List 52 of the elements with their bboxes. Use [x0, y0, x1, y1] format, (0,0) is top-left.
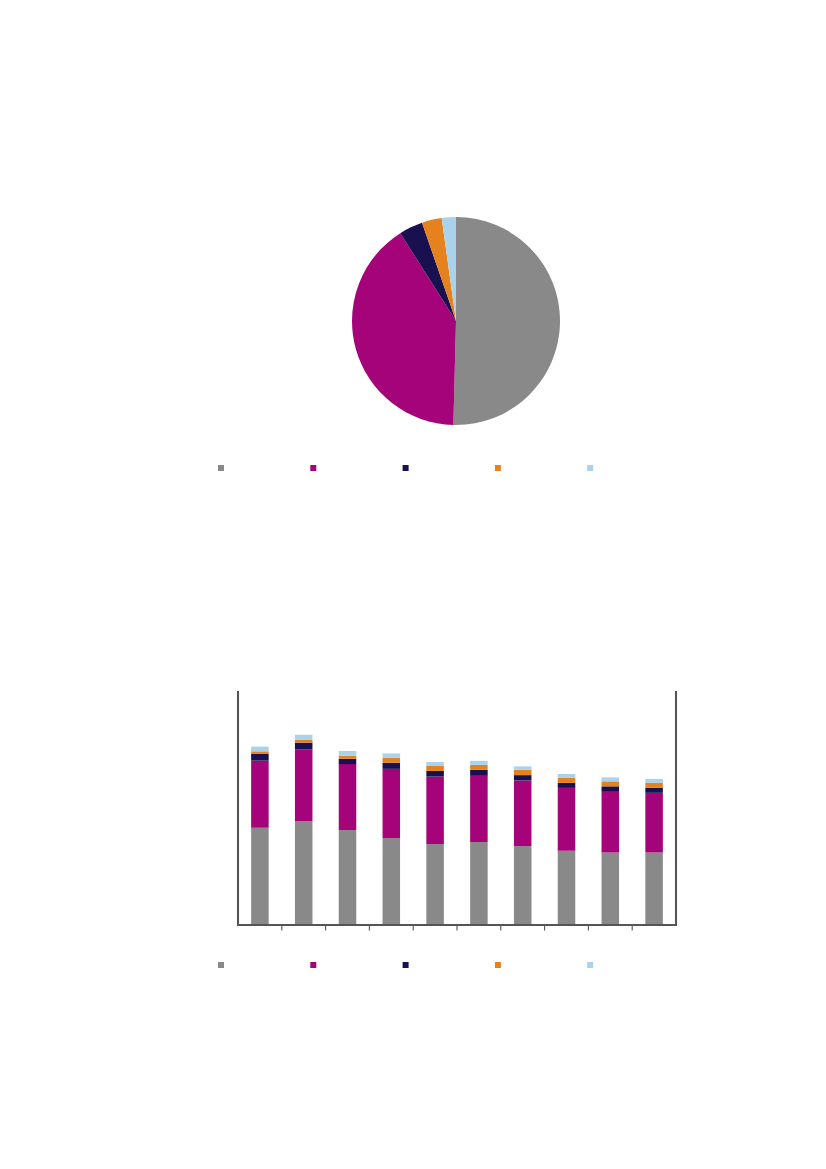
- bar: [338, 755, 357, 759]
- bar: [426, 770, 444, 777]
- bar: [470, 769, 488, 776]
- bar: [601, 777, 620, 782]
- bar: [470, 764, 488, 770]
- bar: [513, 845, 532, 925]
- bar: [557, 850, 576, 925]
- bar: [426, 843, 444, 925]
- bar: [294, 749, 313, 821]
- bar: [426, 762, 444, 766]
- bar: [513, 769, 532, 776]
- bar: [557, 782, 576, 788]
- bar: [382, 757, 401, 763]
- bar: [601, 786, 620, 792]
- bar: [426, 776, 444, 844]
- bar: [645, 787, 663, 793]
- pie-slice: [400, 222, 456, 321]
- bar: [645, 852, 663, 925]
- bar: [601, 852, 620, 925]
- bar: [251, 760, 269, 828]
- bar: [382, 762, 401, 769]
- bar: [557, 787, 576, 851]
- bar: [645, 792, 663, 853]
- pie-slice: [453, 217, 560, 425]
- bar: [645, 782, 663, 788]
- bar: [251, 827, 269, 925]
- bar: [338, 750, 357, 756]
- bar: [251, 753, 269, 761]
- pie-slice: [422, 217, 456, 321]
- bar: [470, 760, 488, 765]
- bar: [251, 751, 269, 754]
- bar: [513, 766, 532, 770]
- bar: [645, 778, 663, 783]
- bar: [470, 775, 488, 842]
- bar: [294, 820, 313, 925]
- bar: [513, 775, 532, 781]
- bar: [513, 780, 532, 846]
- bar: [426, 765, 444, 771]
- bar: [470, 841, 488, 925]
- bar: [382, 837, 401, 925]
- bar: [382, 753, 401, 758]
- pie-slice: [352, 233, 456, 425]
- bar: [338, 829, 357, 925]
- bar: [601, 781, 620, 787]
- bar: [557, 773, 576, 778]
- bar: [557, 777, 576, 783]
- bar: [294, 734, 313, 740]
- bar: [382, 768, 401, 838]
- bar: [601, 791, 620, 853]
- bar: [294, 739, 313, 743]
- bar: [338, 764, 357, 830]
- bar: [338, 758, 357, 765]
